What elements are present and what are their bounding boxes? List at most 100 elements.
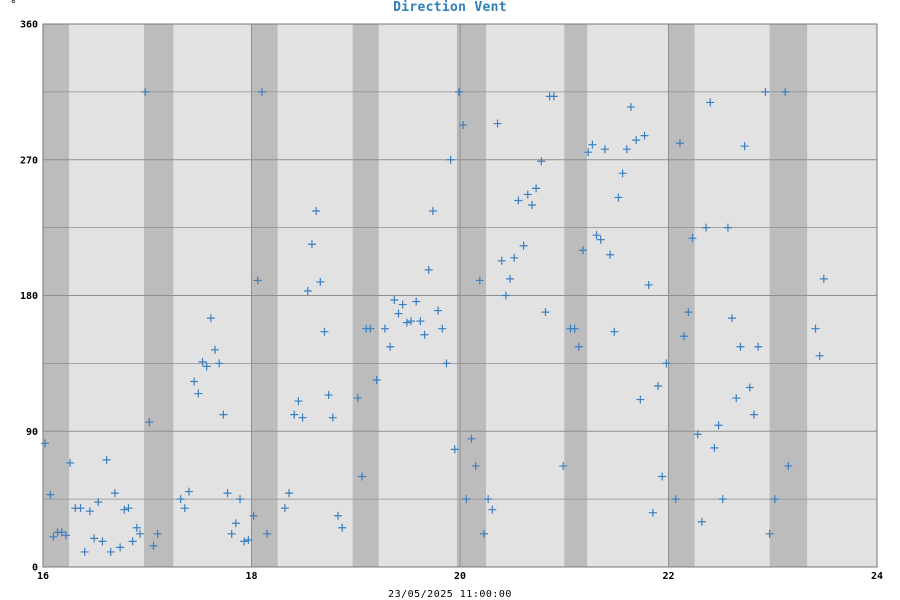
data-point (479, 529, 488, 538)
data-point (380, 324, 389, 333)
plot-frame (42, 23, 878, 568)
data-point (770, 495, 779, 504)
data-point (600, 145, 609, 154)
data-point (784, 461, 793, 470)
data-point (49, 532, 58, 541)
data-point (781, 87, 790, 96)
data-point (85, 507, 94, 516)
y-tick-label: 90 (26, 427, 38, 438)
data-point (184, 487, 193, 496)
data-point (815, 351, 824, 360)
x-tick-label: 16 (37, 571, 49, 582)
data-point (718, 495, 727, 504)
y-tick-label: 360 (20, 20, 38, 31)
data-point (110, 489, 119, 498)
data-point (366, 324, 375, 333)
data-point (549, 92, 558, 101)
data-point (675, 139, 684, 148)
data-point (223, 489, 232, 498)
data-point (398, 300, 407, 309)
data-point (180, 504, 189, 513)
data-point (626, 102, 635, 111)
data-point (263, 529, 272, 538)
x-axis-label: 23/05/2025 11:00:00 (388, 589, 512, 600)
data-point (467, 434, 476, 443)
data-point (316, 277, 325, 286)
y-tick-label: 270 (20, 155, 38, 166)
data-point (294, 397, 303, 406)
data-point (684, 308, 693, 317)
data-point (80, 547, 89, 556)
data-point (706, 98, 715, 107)
data-point (102, 455, 111, 464)
data-point (428, 207, 437, 216)
data-point (438, 324, 447, 333)
data-point (324, 391, 333, 400)
data-point (298, 413, 307, 422)
data-point (57, 528, 66, 537)
data-point (353, 394, 362, 403)
data-point (497, 256, 506, 265)
data-point (280, 504, 289, 513)
data-point (106, 547, 115, 556)
data-point (253, 276, 262, 285)
data-point (249, 511, 258, 520)
data-point (671, 495, 680, 504)
data-point (697, 517, 706, 526)
data-point (312, 207, 321, 216)
data-point (570, 324, 579, 333)
data-point (618, 169, 627, 178)
gridlines (43, 24, 877, 567)
data-point (493, 119, 502, 128)
data-point (588, 140, 597, 149)
data-point (559, 461, 568, 470)
data-point (145, 418, 154, 427)
data-point (285, 489, 294, 498)
data-point (761, 87, 770, 96)
data-point (328, 413, 337, 422)
data-point (390, 296, 399, 305)
data-point (693, 430, 702, 439)
data-point (407, 317, 416, 326)
data-point (211, 345, 220, 354)
data-point (46, 490, 55, 499)
data-point (320, 327, 329, 336)
y-tick-label: 0 (32, 563, 38, 574)
data-point (176, 495, 185, 504)
x-tick-label: 20 (454, 571, 466, 582)
data-point (596, 235, 605, 244)
data-point (94, 498, 103, 507)
data-point (338, 523, 347, 532)
data-point (510, 253, 519, 262)
data-point (98, 537, 107, 546)
data-point (710, 443, 719, 452)
data-point (334, 511, 343, 520)
data-point (501, 291, 510, 300)
data-point (420, 330, 429, 339)
data-point (219, 410, 228, 419)
data-point (680, 332, 689, 341)
data-point (394, 309, 403, 318)
data-point (424, 265, 433, 274)
data-point (236, 495, 245, 504)
data-point (574, 342, 583, 351)
data-point (459, 121, 468, 130)
data-point (416, 317, 425, 326)
data-point (644, 280, 653, 289)
data-point (592, 231, 601, 240)
data-point (527, 201, 536, 209)
data-point (446, 155, 455, 164)
data-point (579, 246, 588, 255)
data-point (471, 461, 480, 470)
data-point (149, 541, 158, 550)
data-point (819, 274, 828, 283)
data-point (194, 389, 203, 398)
data-point (723, 223, 732, 232)
chart-title: Direction Vent (393, 0, 507, 15)
data-point (732, 394, 741, 403)
data-point (541, 308, 550, 317)
data-point (632, 136, 641, 145)
data-point (128, 537, 137, 546)
data-point (736, 342, 745, 351)
data-point (622, 145, 631, 154)
